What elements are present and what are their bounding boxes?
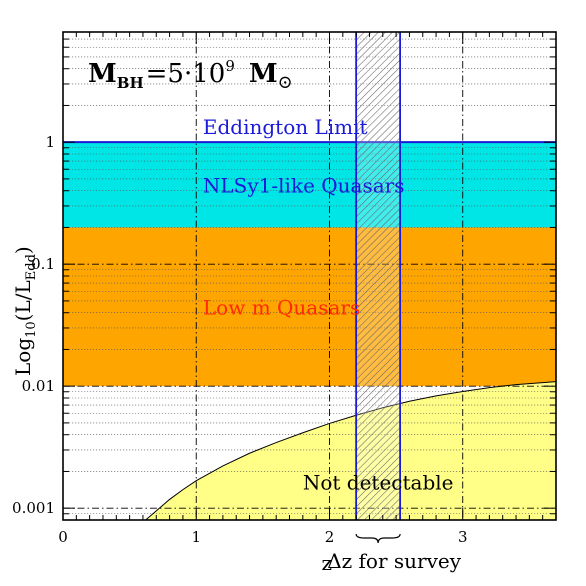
region-nlsy1 bbox=[63, 142, 556, 228]
mass-annotation-sup: 9 bbox=[225, 57, 235, 75]
x-tick-label: 0 bbox=[58, 528, 68, 546]
y-tick-label: 0.01 bbox=[22, 377, 55, 395]
x-tick-label: 1 bbox=[191, 528, 201, 546]
y-axis-label: Log10(L/LEdd) bbox=[11, 246, 39, 376]
survey-window-hatch bbox=[356, 32, 401, 520]
x-tick-label: 2 bbox=[325, 528, 335, 546]
survey-label: Δz for survey bbox=[327, 549, 462, 573]
x-axis-label: z bbox=[322, 551, 333, 575]
region-not-detectable bbox=[145, 381, 556, 520]
y-axis-label-end: ) bbox=[11, 246, 35, 254]
y-tick-label: 1 bbox=[45, 133, 55, 151]
mass-annotation-sub: BH bbox=[117, 74, 144, 92]
mass-annotation-unit-symbol: ⊙ bbox=[278, 72, 293, 93]
y-axis-label-sub: 10 bbox=[24, 321, 39, 338]
y-tick-label: 0.1 bbox=[31, 255, 55, 273]
mass-annotation-eq: =5·10 bbox=[146, 59, 226, 89]
y-axis-label-mid: (L/L bbox=[11, 280, 35, 321]
minor-grid bbox=[63, 32, 556, 520]
mass-annotation-unit: M bbox=[249, 59, 278, 89]
region-label-nlsy1: NLSy1-like Quasars bbox=[203, 173, 405, 197]
x-tick-label: 3 bbox=[458, 528, 468, 546]
region-label-low-mdot: Low ṁ Quasars bbox=[203, 295, 360, 319]
eddington-limit-label: Eddington Limit bbox=[203, 115, 368, 139]
y-axis-label-sub: Edd bbox=[24, 254, 39, 280]
mass-annotation-main: M bbox=[88, 59, 117, 89]
region-label-not-detectable: Not detectable bbox=[303, 471, 454, 495]
survey-brace bbox=[355, 533, 401, 544]
y-tick-label: 0.001 bbox=[12, 499, 55, 517]
region-low-mdot bbox=[63, 227, 556, 387]
mass-annotation: MBH=5·109 M⊙ bbox=[88, 57, 293, 93]
y-axis-label-main: Log bbox=[11, 338, 35, 376]
detection-curve bbox=[145, 381, 556, 520]
